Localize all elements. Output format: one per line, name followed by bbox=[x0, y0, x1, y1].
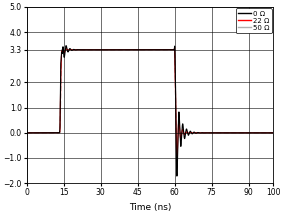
Legend: 0 Ω, 22 Ω, 50 Ω: 0 Ω, 22 Ω, 50 Ω bbox=[236, 8, 272, 33]
X-axis label: Time (ns): Time (ns) bbox=[129, 203, 171, 212]
